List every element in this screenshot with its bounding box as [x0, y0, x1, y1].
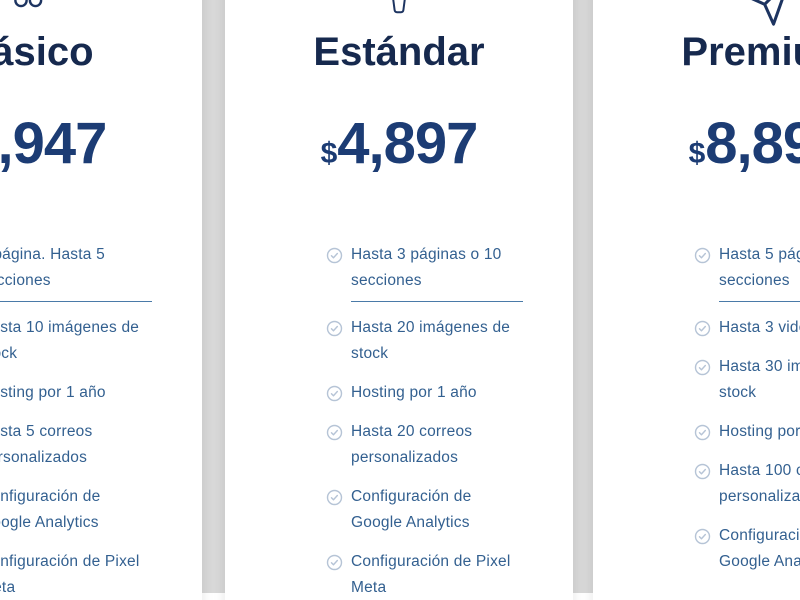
plan-icon-slot	[0, 0, 202, 18]
paper-plane-icon	[751, 0, 784, 26]
feature-list: Hasta 3 páginas o 10 secciones Hasta 20 …	[326, 242, 523, 600]
plan-price: $ 1,947	[0, 111, 107, 186]
feature-text: Hasta 5 páginas o 15 secciones	[719, 242, 800, 302]
feature-text: Configuración de Pixel Meta	[0, 553, 140, 596]
price-amount: 8,897	[705, 111, 800, 176]
feature-item: Hasta 3 videos de stock	[694, 315, 800, 341]
feature-item: Hasta 20 correos personalizados	[326, 419, 523, 471]
feature-item: Hosting por 1 año	[326, 380, 523, 406]
feature-item: Configuración de Google Analytics	[0, 484, 152, 536]
feature-text: Hasta 5 correos personalizados	[0, 423, 93, 466]
feature-item: Hasta 10 imágenes de stock	[0, 315, 152, 367]
feature-item: Hasta 5 correos personalizados	[0, 419, 152, 471]
plan-title: Básico	[0, 30, 94, 74]
check-circle-icon	[326, 489, 343, 506]
feature-text: Hosting por 1 año	[351, 384, 477, 401]
check-circle-icon	[694, 424, 711, 441]
feature-text: Configuración de Google Analytics	[351, 488, 472, 531]
feature-text: Hasta 10 imágenes de stock	[0, 319, 140, 362]
feature-text: Hasta 20 correos personalizados	[351, 423, 473, 466]
plan-price: $ 4,897	[320, 111, 479, 186]
check-circle-icon	[326, 424, 343, 441]
feature-item: Configuración de Pixel Meta	[326, 549, 523, 600]
check-circle-icon	[326, 385, 343, 402]
feature-text: 1 página. Hasta 5 secciones	[0, 242, 152, 302]
feature-text: Configuración de Pixel Meta	[351, 553, 511, 596]
currency-symbol: $	[320, 137, 338, 170]
feature-text: Configuración de Google Analytics	[719, 527, 800, 570]
feature-item: 1 página. Hasta 5 secciones	[0, 242, 152, 302]
feature-text: Hosting por 1 año	[719, 423, 800, 440]
basket-icon	[392, 0, 406, 14]
pricing-card-estandar: Estándar $ 4,897 Hasta 3 páginas o 10 se…	[225, 0, 573, 600]
plan-icon-slot	[225, 0, 573, 18]
feature-text: Configuración de Google Analytics	[0, 488, 101, 531]
feature-item: Hasta 100 correos personalizados	[694, 458, 800, 510]
feature-item: Hasta 30 imágenes de stock	[694, 354, 800, 406]
window-dots-icon	[14, 0, 43, 8]
feature-text: Hasta 3 páginas o 10 secciones	[351, 242, 523, 302]
feature-list: 1 página. Hasta 5 secciones Hasta 10 imá…	[0, 242, 152, 600]
check-circle-icon	[326, 320, 343, 337]
feature-list: Hasta 5 páginas o 15 secciones Hasta 3 v…	[694, 242, 800, 588]
feature-text: Hasta 100 correos personalizados	[719, 462, 800, 505]
feature-text: Hosting por 1 año	[0, 384, 106, 401]
plan-title: Premium	[681, 30, 800, 74]
check-circle-icon	[694, 247, 711, 264]
price-amount: 4,897	[337, 111, 478, 176]
check-circle-icon	[694, 463, 711, 480]
feature-text: Hasta 20 imágenes de stock	[351, 319, 511, 362]
feature-item: Hosting por 1 año	[694, 419, 800, 445]
plan-icon-slot	[593, 0, 800, 26]
pricing-card-basico: Básico $ 1,947 1 página. Hasta 5 seccion…	[0, 0, 202, 600]
check-circle-icon	[694, 528, 711, 545]
feature-item: Hasta 3 páginas o 10 secciones	[326, 242, 523, 302]
feature-text: Hasta 3 videos de stock	[719, 319, 800, 336]
plan-title: Estándar	[313, 30, 485, 74]
feature-item: Configuración de Google Analytics	[326, 484, 523, 536]
check-circle-icon	[694, 320, 711, 337]
pricing-card-premium: Premium $ 8,897 Hasta 5 páginas o 15 sec…	[593, 0, 800, 600]
check-circle-icon	[326, 554, 343, 571]
feature-item: Configuración de Pixel Meta	[0, 549, 152, 600]
price-amount: 1,947	[0, 111, 107, 176]
plan-price: $ 8,897	[689, 112, 800, 186]
feature-item: Hosting por 1 año	[0, 380, 152, 406]
feature-item: Hasta 5 páginas o 15 secciones	[694, 242, 800, 302]
feature-text: Hasta 30 imágenes de stock	[719, 358, 800, 401]
feature-item: Configuración de Google Analytics	[694, 523, 800, 575]
check-circle-icon	[326, 247, 343, 264]
feature-item: Hasta 20 imágenes de stock	[326, 315, 523, 367]
check-circle-icon	[694, 359, 711, 376]
currency-symbol: $	[688, 137, 706, 170]
